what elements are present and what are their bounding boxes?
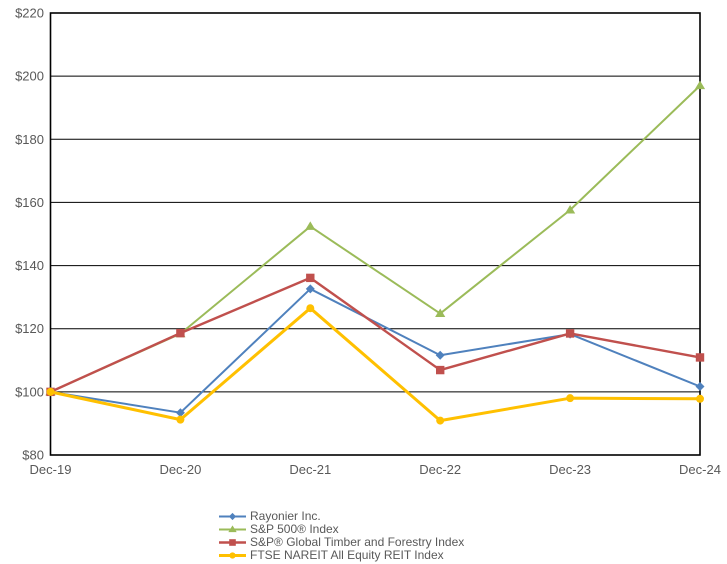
series-marker-2-2 [306, 273, 315, 283]
series-line-2 [50, 276, 701, 393]
series-marker-0-3 [435, 350, 445, 360]
legend-label-0: Rayonier Inc. [250, 509, 321, 523]
plot-border [49, 12, 701, 456]
y-axis-tick-label: $80 [22, 448, 44, 463]
series-marker-1-3 [435, 308, 446, 318]
legend-label-3: FTSE NAREIT All Equity REIT Index [250, 548, 444, 562]
series-marker-0-1 [175, 408, 185, 418]
y-axis-tick-label: $180 [15, 132, 44, 147]
legend-marker-diamond [228, 512, 237, 521]
series-marker-3-1 [176, 415, 185, 424]
series-marker-3-2 [306, 304, 315, 313]
legend-swatch-diamond-icon [219, 512, 246, 521]
y-axis-tick-label: $100 [15, 384, 44, 399]
series-marker-0-2 [305, 284, 315, 294]
x-axis-tick-label: Dec-24 [679, 462, 721, 477]
legend-label-2: S&P® Global Timber and Forestry Index [250, 535, 465, 549]
legend-item-0: Rayonier Inc. [218, 510, 464, 523]
y-axis-tick-label: $220 [15, 6, 44, 21]
series-line-1 [50, 84, 701, 393]
y-axis-tick-label: $140 [15, 258, 44, 273]
y-axis-tick-label: $200 [15, 69, 44, 84]
series-marker-1-5 [694, 80, 706, 90]
series-marker-3-3 [436, 416, 445, 425]
y-axis-tick-label: $160 [15, 195, 44, 210]
series-marker-3-5 [696, 394, 704, 403]
x-axis-tick-label: Dec-20 [159, 462, 201, 477]
legend-item-3: FTSE NAREIT All Equity REIT Index [218, 549, 464, 562]
series-marker-2-4 [565, 329, 575, 338]
legend-label-1: S&P 500® Index [250, 522, 339, 536]
x-axis-tick-label: Dec-19 [30, 462, 72, 477]
plot-svg: $80 $100 $120 $140 $160 $180 $200 $220 Dec-19 Dec… [15, 6, 721, 478]
legend-item-1: S&P 500® Index [218, 523, 464, 536]
series-marker-1-2 [305, 221, 316, 230]
legend-marker-circle [229, 552, 236, 559]
legend-swatch-square-icon [219, 539, 246, 546]
series-marker-3-4 [566, 394, 575, 403]
x-axis-tick-label: Dec-22 [419, 462, 461, 477]
series-marker-0-5 [695, 381, 705, 391]
series-marker-1-4 [565, 205, 576, 214]
legend-swatch-circle-icon [219, 552, 246, 559]
legend-swatch-triangle-icon [219, 525, 246, 533]
x-axis-tick-label: Dec-21 [289, 462, 331, 477]
legend-marker-triangle [228, 525, 237, 533]
y-axis-tick-label: $120 [15, 321, 44, 336]
series-line-0 [50, 287, 701, 414]
series-line-3 [50, 306, 701, 423]
legend-marker-square [229, 539, 236, 546]
series-marker-3-0 [46, 387, 55, 396]
x-axis-tick-label: Dec-23 [549, 462, 591, 477]
series-marker-2-3 [436, 365, 445, 375]
legend: Rayonier Inc. S&P 500® Index S&P® Global T… [218, 510, 464, 562]
series-marker-2-1 [176, 328, 185, 338]
series-marker-2-5 [695, 353, 705, 362]
legend-item-2: S&P® Global Timber and Forestry Index [218, 536, 464, 549]
